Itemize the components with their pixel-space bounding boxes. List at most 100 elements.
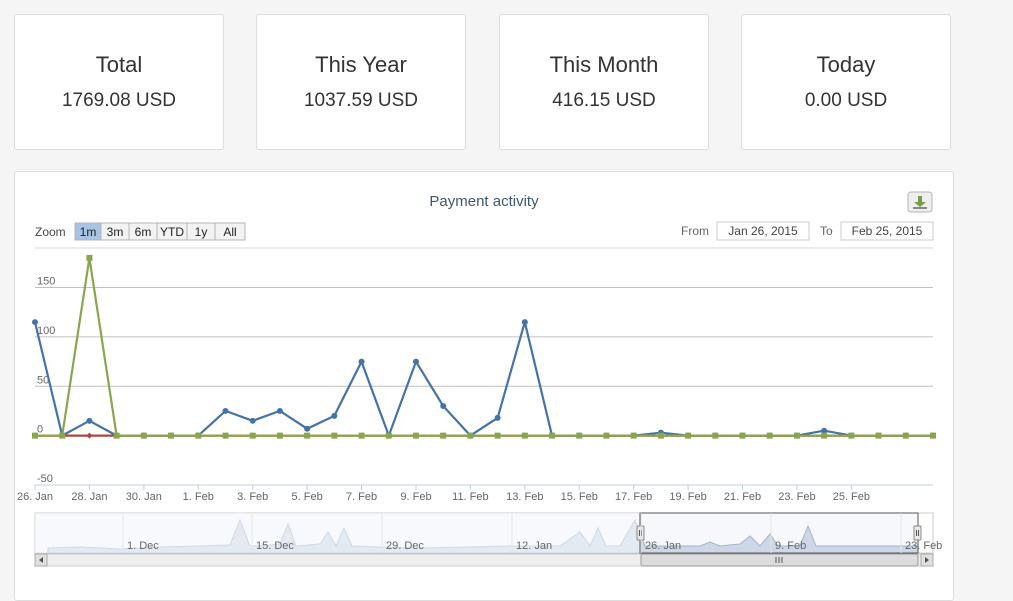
- card-value: 1037.59 USD: [303, 90, 419, 111]
- x-tick-label: 5. Feb: [292, 491, 323, 503]
- data-point[interactable]: [331, 412, 338, 419]
- data-point[interactable]: [32, 432, 38, 439]
- x-tick-label: 13. Feb: [506, 491, 543, 503]
- data-point[interactable]: [848, 432, 855, 439]
- data-point[interactable]: [195, 432, 202, 439]
- zoom-button-3m[interactable]: 3m: [100, 222, 130, 241]
- x-tick-label: 17. Feb: [615, 491, 652, 503]
- series-line: [33, 321, 933, 437]
- navigator-mask-left: [35, 513, 640, 553]
- to-date-value: Feb 25, 2015: [852, 224, 923, 238]
- total-card: Total 1769.08 USD: [14, 14, 224, 150]
- data-point[interactable]: [494, 414, 501, 421]
- data-point[interactable]: [467, 432, 474, 439]
- y-tick-label: 50: [37, 374, 49, 386]
- data-point[interactable]: [113, 432, 120, 439]
- zoom-button-label: 6m: [135, 225, 152, 239]
- zoom-button-label: All: [223, 225, 236, 239]
- data-point[interactable]: [739, 432, 746, 439]
- this-month-card: This Month 416.15 USD: [499, 14, 709, 150]
- navigator-label: 23. Feb: [905, 540, 942, 552]
- data-point[interactable]: [440, 432, 447, 439]
- navigator[interactable]: 1. Dec 15. Dec 29. Dec 12. Jan 26. Jan 9. Feb…: [34, 512, 942, 554]
- zoom-button-1m[interactable]: 1m: [74, 222, 102, 241]
- data-point[interactable]: [821, 427, 828, 434]
- card-label: This Year: [315, 52, 407, 77]
- data-point[interactable]: [222, 407, 229, 414]
- data-point[interactable]: [766, 432, 773, 439]
- y-tick-label: -50: [37, 473, 53, 485]
- data-point[interactable]: [86, 432, 93, 439]
- data-point[interactable]: [276, 432, 283, 439]
- data-point[interactable]: [440, 403, 447, 409]
- navigator-label: 12. Jan: [516, 540, 552, 552]
- data-point[interactable]: [793, 432, 800, 439]
- data-point[interactable]: [249, 417, 256, 424]
- data-point[interactable]: [86, 417, 93, 424]
- data-point[interactable]: [712, 432, 719, 439]
- x-tick-label: 28. Jan: [71, 491, 107, 503]
- data-point[interactable]: [630, 432, 637, 439]
- y-tick-label: 150: [37, 276, 55, 288]
- data-point[interactable]: [603, 432, 610, 439]
- data-point[interactable]: [59, 432, 66, 439]
- data-point[interactable]: [276, 407, 283, 414]
- navigator-selection[interactable]: [639, 512, 919, 554]
- zoom-label: Zoom: [35, 225, 66, 239]
- x-tick-label: 11. Feb: [452, 491, 489, 503]
- data-point[interactable]: [412, 432, 419, 439]
- data-point[interactable]: [331, 432, 338, 439]
- data-point[interactable]: [412, 358, 419, 365]
- data-point[interactable]: [521, 319, 528, 326]
- data-point[interactable]: [821, 432, 828, 439]
- data-point[interactable]: [576, 432, 583, 439]
- x-tick-label: 30. Jan: [126, 491, 162, 503]
- export-button[interactable]: [907, 191, 933, 213]
- x-tick-label: 26. Jan: [17, 491, 53, 503]
- data-point[interactable]: [304, 425, 311, 432]
- x-tick-label: 9. Feb: [400, 491, 431, 503]
- data-point[interactable]: [685, 432, 692, 439]
- data-point[interactable]: [358, 358, 365, 365]
- data-point[interactable]: [304, 432, 311, 439]
- data-point[interactable]: [521, 432, 528, 439]
- data-point[interactable]: [86, 254, 93, 261]
- scrollbar[interactable]: [34, 553, 934, 567]
- data-point[interactable]: [222, 432, 229, 439]
- to-date-input[interactable]: Feb 25, 2015: [840, 221, 934, 241]
- y-tick-label: 100: [37, 325, 55, 337]
- scroll-right-button[interactable]: [920, 553, 934, 567]
- zoom-button-label: 3m: [107, 225, 124, 239]
- scroll-left-button[interactable]: [34, 553, 48, 567]
- arrow-right-icon: [925, 557, 929, 563]
- from-date-input[interactable]: Jan 26, 2015: [716, 221, 810, 241]
- data-point[interactable]: [930, 432, 936, 439]
- data-point[interactable]: [902, 432, 909, 439]
- data-point[interactable]: [358, 432, 365, 439]
- this-year-card: This Year 1037.59 USD: [256, 14, 466, 150]
- data-point[interactable]: [168, 432, 175, 439]
- data-point[interactable]: [385, 432, 392, 439]
- data-point[interactable]: [549, 432, 556, 439]
- zoom-button-6m[interactable]: 6m: [128, 222, 158, 241]
- data-point[interactable]: [875, 432, 882, 439]
- series-2: [32, 254, 936, 439]
- navigator-label: 15. Dec: [256, 540, 294, 552]
- zoom-button-all[interactable]: All: [214, 222, 246, 241]
- x-tick-label: 3. Feb: [237, 491, 268, 503]
- x-tick-label: 25. Feb: [833, 491, 870, 503]
- data-point[interactable]: [494, 432, 501, 439]
- navigator-label: 26. Jan: [645, 540, 681, 552]
- data-point[interactable]: [249, 432, 256, 439]
- data-point[interactable]: [32, 319, 38, 326]
- navigator-handle-right[interactable]: [913, 525, 922, 541]
- data-point[interactable]: [657, 432, 664, 439]
- data-point[interactable]: [140, 432, 147, 439]
- scroll-thumb[interactable]: [640, 553, 919, 567]
- from-label: From: [681, 224, 709, 238]
- zoom-button-ytd[interactable]: YTD: [156, 222, 188, 241]
- zoom-button-1y[interactable]: 1y: [186, 222, 216, 241]
- card-label: Today: [816, 52, 876, 77]
- navigator-label: 29. Dec: [386, 540, 424, 552]
